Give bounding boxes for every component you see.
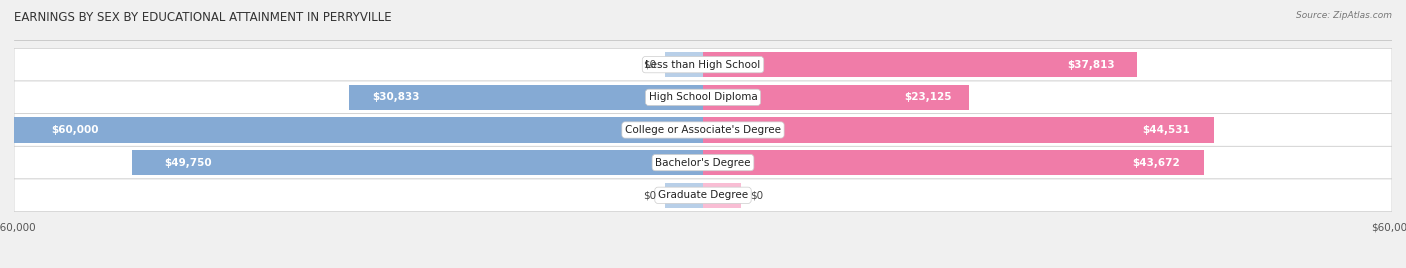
Text: $0: $0 [749,190,763,200]
Text: $49,750: $49,750 [163,158,211,168]
Bar [703,150,1205,175]
Bar [703,117,1215,143]
Text: Source: ZipAtlas.com: Source: ZipAtlas.com [1296,11,1392,20]
Bar [703,52,1137,77]
Text: Bachelor's Degree: Bachelor's Degree [655,158,751,168]
Text: $37,813: $37,813 [1067,60,1115,70]
Bar [703,85,969,110]
Text: $30,833: $30,833 [373,92,420,102]
FancyBboxPatch shape [14,146,1392,179]
Bar [665,52,703,77]
Bar [349,85,703,110]
FancyBboxPatch shape [14,81,1392,114]
Text: $43,672: $43,672 [1132,158,1180,168]
Text: High School Diploma: High School Diploma [648,92,758,102]
Bar [665,183,703,208]
Text: Graduate Degree: Graduate Degree [658,190,748,200]
FancyBboxPatch shape [14,179,1392,212]
Bar [14,117,703,143]
Text: College or Associate's Degree: College or Associate's Degree [626,125,780,135]
Text: $44,531: $44,531 [1142,125,1189,135]
Text: $0: $0 [643,190,657,200]
Text: $23,125: $23,125 [904,92,952,102]
Text: Less than High School: Less than High School [645,60,761,70]
FancyBboxPatch shape [14,114,1392,146]
Text: $0: $0 [643,60,657,70]
Bar [703,183,741,208]
Text: $60,000: $60,000 [51,125,98,135]
Bar [132,150,703,175]
Text: EARNINGS BY SEX BY EDUCATIONAL ATTAINMENT IN PERRYVILLE: EARNINGS BY SEX BY EDUCATIONAL ATTAINMEN… [14,11,392,24]
FancyBboxPatch shape [14,48,1392,81]
